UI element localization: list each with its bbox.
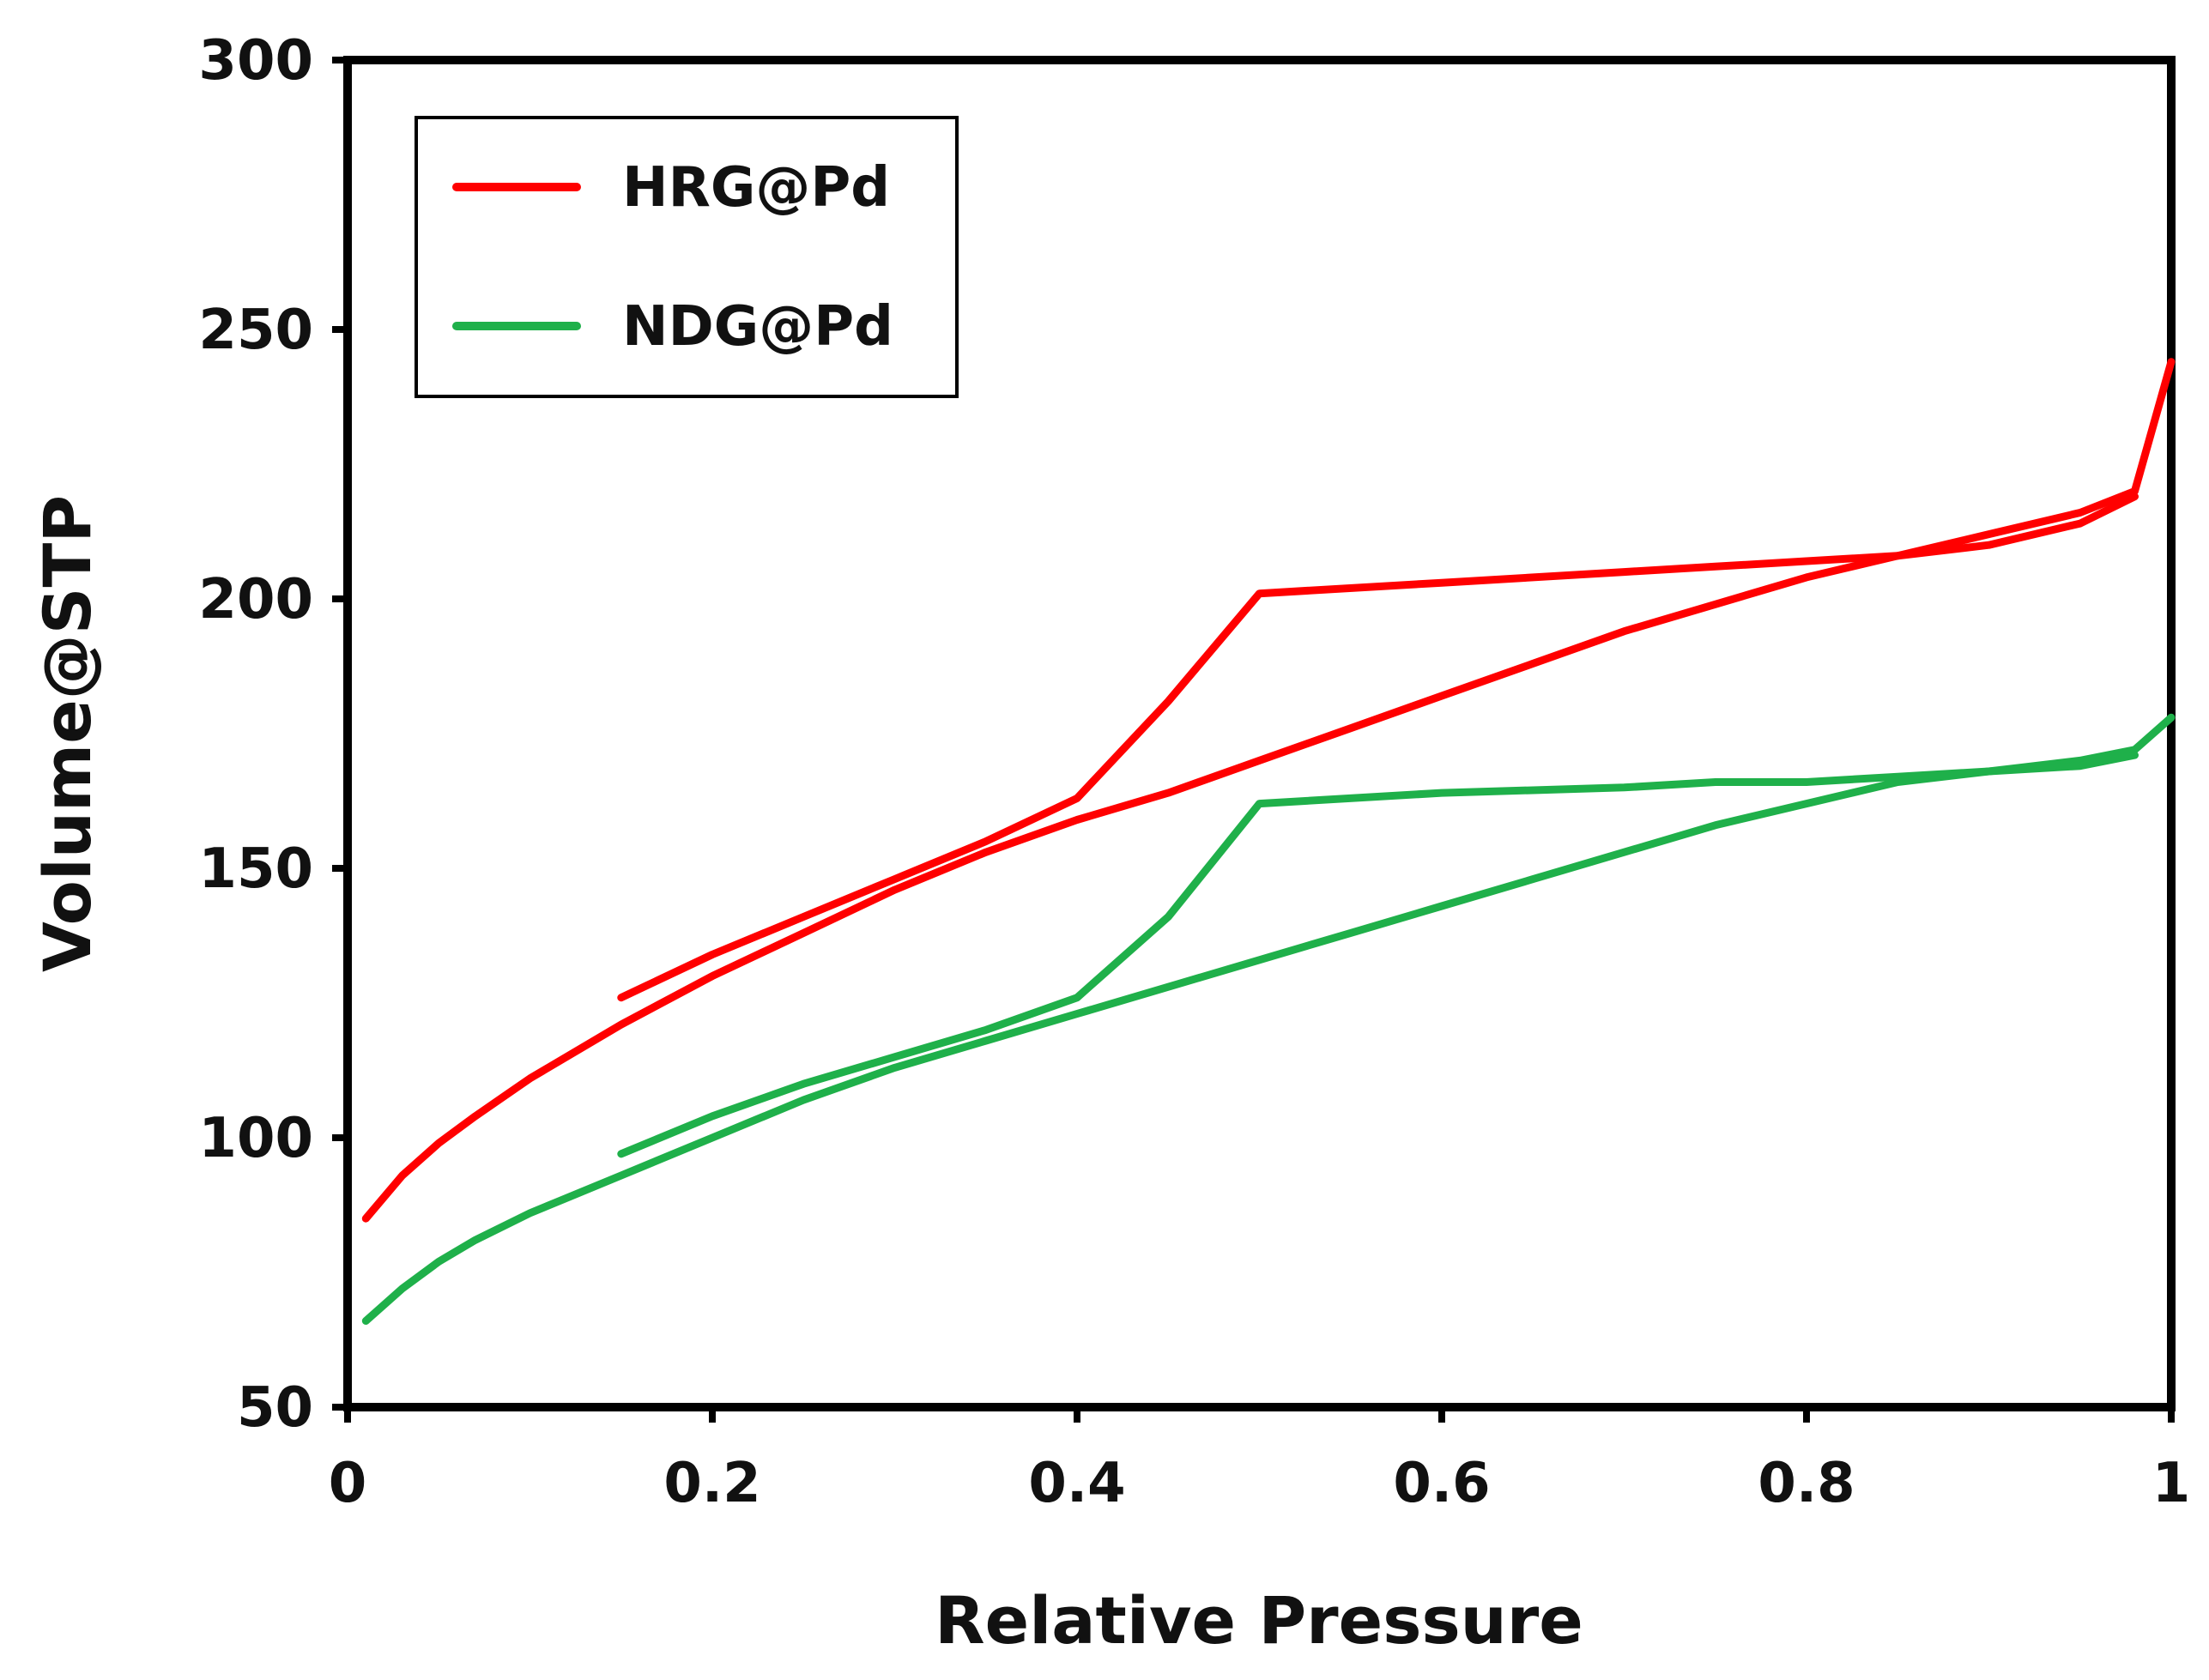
series-line-hrg-pd-adsorption xyxy=(361,358,2176,1223)
x-tick-label: 0.4 xyxy=(1028,1452,1125,1515)
x-tick-label: 0.6 xyxy=(1393,1452,1490,1515)
x-tick-label: 0.2 xyxy=(663,1452,760,1515)
y-tick-label: 50 xyxy=(237,1376,313,1440)
legend-box xyxy=(415,116,959,398)
series-line-ndg-pd-desorption xyxy=(617,751,2139,1158)
x-tick-label: 0.8 xyxy=(1758,1452,1855,1515)
x-tick-label: 1 xyxy=(2152,1452,2191,1515)
x-axis-title: Relative Pressure xyxy=(935,1582,1583,1659)
series-line-ndg-pd-adsorption xyxy=(361,713,2176,1325)
series-line-hrg-pd-desorption xyxy=(617,493,2139,1002)
plot-frame xyxy=(343,56,2176,1411)
y-tick-label: 100 xyxy=(198,1107,313,1170)
y-tick-label: 250 xyxy=(198,299,313,362)
legend: HRG@Pd NDG@Pd xyxy=(415,116,959,398)
y-tick-label: 150 xyxy=(198,837,313,901)
y-tick-label: 300 xyxy=(198,29,313,93)
y-axis-ticks: 50 100 150 200 250 300 xyxy=(198,29,348,1440)
x-axis-ticks: 0 0.2 0.4 0.6 0.8 1 xyxy=(329,1407,2191,1515)
y-axis-title: Volume@STP xyxy=(29,495,106,972)
legend-label-ndg-pd: NDG@Pd xyxy=(622,295,893,359)
series-layer xyxy=(361,358,2176,1325)
legend-label-hrg-pd: HRG@Pd xyxy=(622,156,890,220)
y-tick-label: 200 xyxy=(198,568,313,632)
x-tick-label: 0 xyxy=(329,1452,367,1515)
